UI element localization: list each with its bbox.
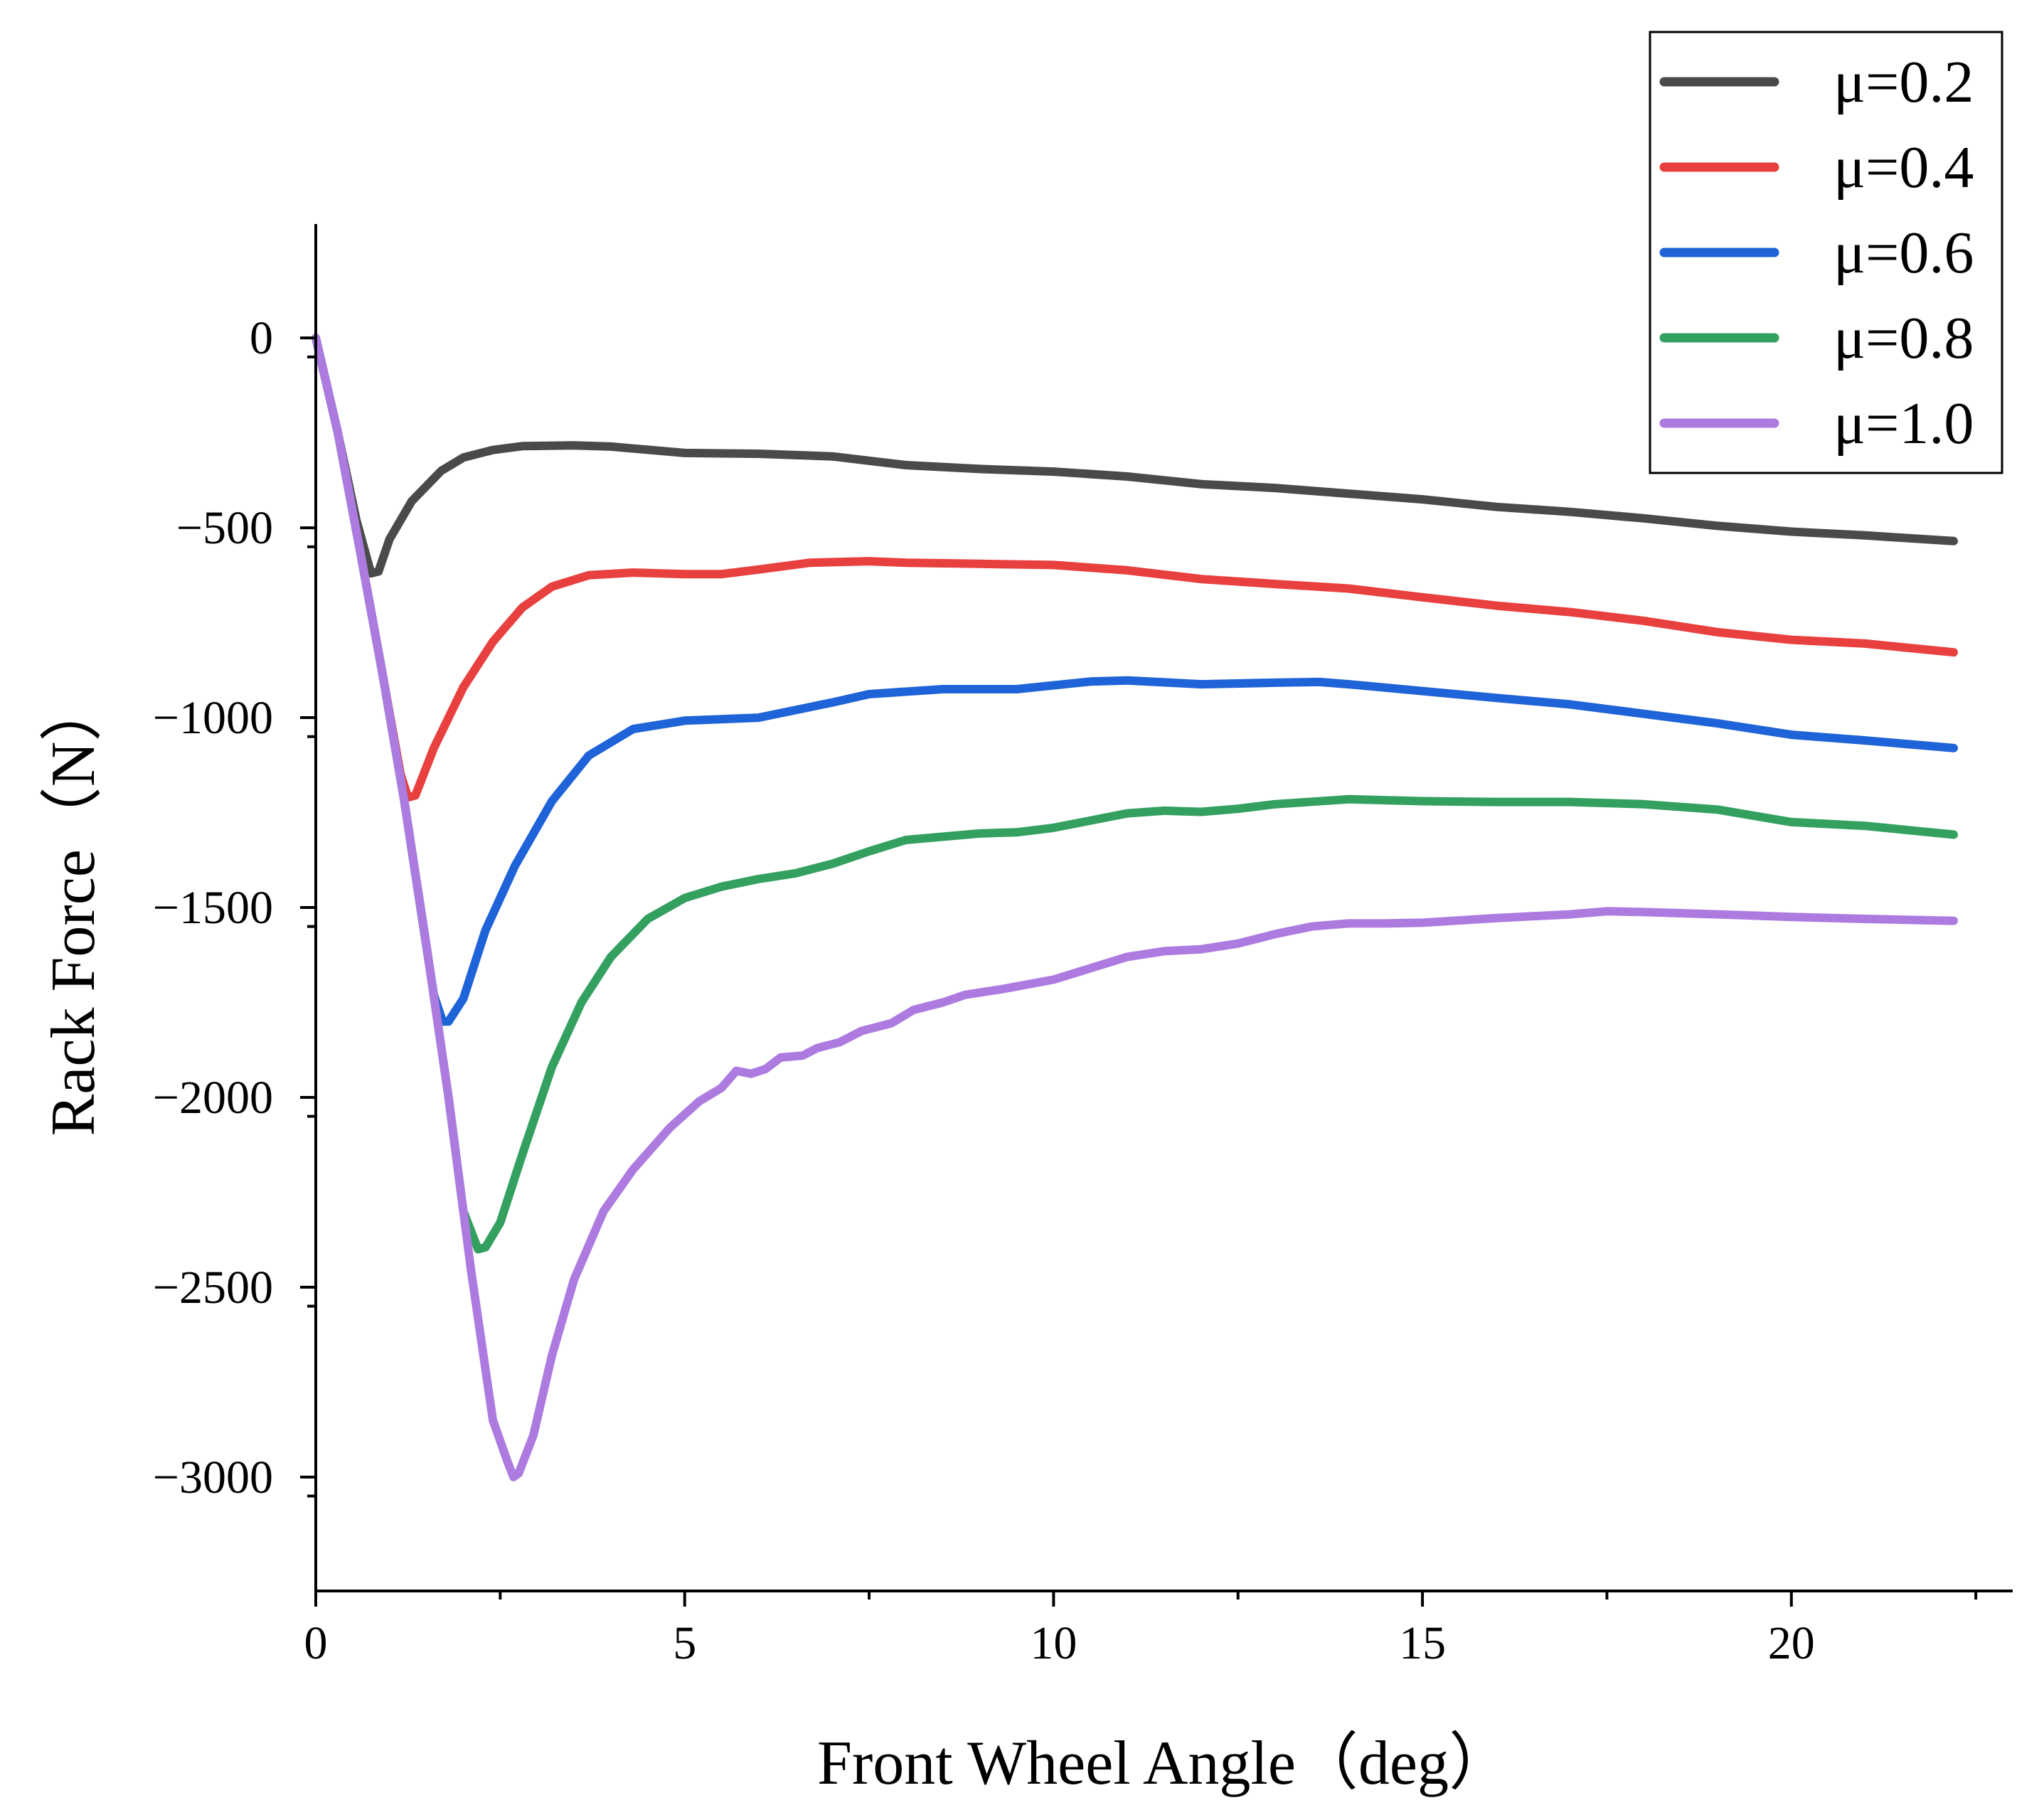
y-tick-label: −1000	[153, 692, 273, 744]
y-tick-label: −3000	[153, 1452, 273, 1503]
x-tick-label: 10	[1030, 1617, 1077, 1669]
legend-label: μ=0.4	[1833, 134, 1974, 201]
legend-label: μ=1.0	[1833, 390, 1974, 457]
y-tick-label: 0	[250, 312, 273, 364]
x-tick-label: 0	[304, 1617, 328, 1669]
y-tick-label: −2000	[153, 1072, 273, 1124]
x-axis-title: Front Wheel Angle（deg）	[817, 1729, 1511, 1798]
x-tick-label: 15	[1399, 1617, 1446, 1669]
series-line-2	[312, 334, 1958, 802]
series-line-1	[312, 334, 1958, 578]
y-tick-label: −1500	[153, 882, 273, 934]
legend-label: μ=0.2	[1833, 49, 1974, 115]
legend: μ=0.2 μ=0.4 μ=0.6 μ=0.8 μ=1.0	[1649, 31, 2003, 474]
x-tick-label: 20	[1768, 1617, 1815, 1669]
x-tick-label: 5	[673, 1617, 696, 1669]
legend-label: μ=0.6	[1833, 220, 1974, 286]
y-tick-label: −2500	[153, 1262, 273, 1314]
axes-layer: 0 5 10 15 20 0 −500 −1000 −1500 −2000 −2500 −3000	[153, 224, 2013, 1669]
y-axis-title: Rack Force（N）	[39, 679, 108, 1137]
y-tick-label: −500	[176, 502, 273, 554]
series-layer	[312, 334, 1958, 1481]
series-line-5	[312, 334, 1958, 1481]
legend-label: μ=0.8	[1833, 305, 1974, 371]
